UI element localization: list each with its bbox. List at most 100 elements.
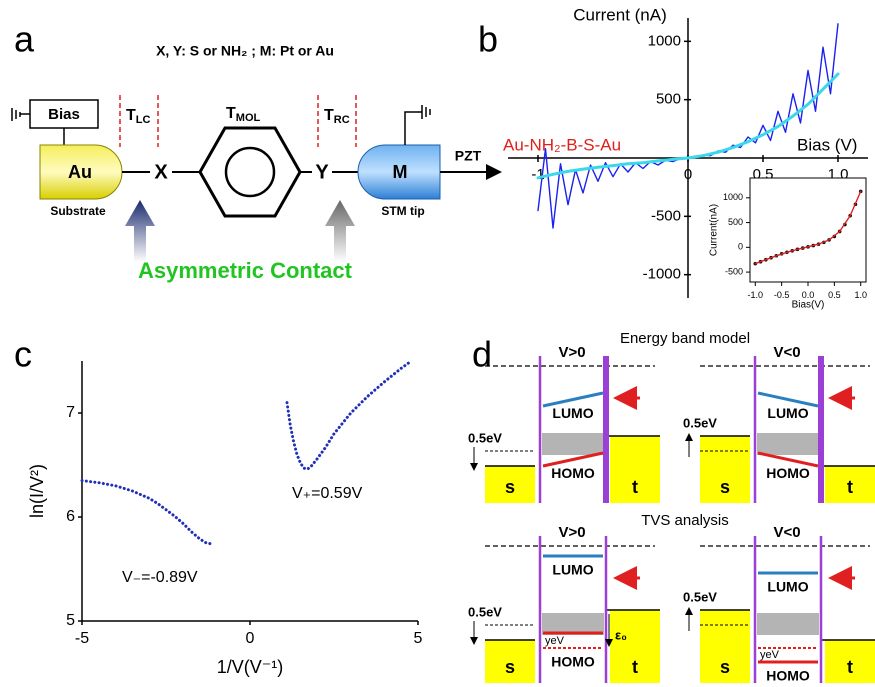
electrode-label: t — [632, 477, 638, 497]
t-mol: TMOL — [226, 105, 261, 124]
electrode — [485, 466, 535, 503]
lumo-label: LUMO — [552, 405, 593, 421]
substrate — [39, 144, 123, 200]
t-lc: TLC — [126, 107, 151, 126]
electrode — [610, 610, 660, 683]
arrow — [125, 200, 155, 262]
plot-area — [536, 23, 840, 229]
gap — [757, 433, 819, 455]
x-tick-label: 5 — [414, 630, 423, 647]
y-axis-title: Current (nA) — [573, 5, 667, 24]
lumo-label: LUMO — [552, 562, 593, 578]
bias-label: V>0 — [558, 524, 585, 541]
chart: -5 0 5 5 6 7 1/V(V⁻¹) ln(I/V²) V₋=-0.89V V₊=0.59V — [27, 359, 423, 677]
substrate-metal: Au — [68, 162, 92, 182]
gap — [542, 613, 604, 635]
x-axis-title: 1/V(V⁻¹) — [217, 657, 284, 677]
offset-label: 0.5eV — [683, 415, 717, 430]
t: T — [324, 107, 334, 124]
annotation: V₊=0.59V — [292, 485, 363, 502]
homo-level — [542, 451, 604, 468]
series-line — [80, 479, 214, 546]
homo-label: HOMO — [551, 465, 595, 481]
pzt: PZT — [455, 148, 482, 164]
x-axis-title: Bias(V) — [792, 300, 825, 311]
y-tick-label: 7 — [66, 404, 75, 421]
electrode-label: t — [632, 657, 638, 677]
tip-metal: M — [393, 162, 408, 182]
y-axis-title: ln(I/V²) — [27, 464, 47, 518]
ground-symbol — [11, 108, 30, 121]
homo-level — [757, 451, 819, 468]
inset-frame — [749, 177, 867, 283]
gap — [542, 433, 604, 455]
bias-label: V<0 — [773, 524, 800, 541]
y-tick-label: 6 — [66, 508, 75, 525]
panel-label: c — [14, 334, 32, 375]
section-title: TVS analysis — [641, 512, 729, 529]
substrate-label: Substrate — [50, 204, 106, 218]
bias-box — [29, 99, 99, 129]
y-tick-label: 0 — [738, 242, 743, 252]
plot-area — [753, 189, 863, 266]
electrode-label: s — [505, 657, 515, 677]
x-tick-label: 0.5 — [828, 290, 841, 300]
stm-tip — [357, 144, 441, 200]
offset-label: 0.5eV — [468, 430, 502, 445]
electrode — [825, 640, 875, 683]
x-tick-label: 0 — [684, 166, 692, 183]
y-axis-title: Current(nA) — [709, 204, 720, 256]
contact-bounds — [119, 95, 357, 147]
anchor-y: Y — [315, 161, 329, 183]
offset-label: 0.5eV — [468, 604, 502, 619]
homo-label: HOMO — [551, 654, 595, 670]
t-rc: TRC — [324, 107, 350, 126]
offset-label: 0.5eV — [683, 589, 717, 604]
gap — [757, 613, 819, 635]
lumo-level — [757, 391, 819, 408]
annotation: Au-NH₂-B-S-Au — [503, 135, 621, 154]
homo-label: HOMO — [766, 668, 810, 684]
x-tick-label: 1.0 — [854, 290, 867, 300]
panel-label: a — [14, 19, 35, 60]
lumo-label: LUMO — [767, 405, 808, 421]
epsilon-label: ε₀ — [615, 627, 627, 642]
electrode-label: s — [505, 477, 515, 497]
t: T — [226, 105, 236, 122]
anchor-x: X — [154, 161, 168, 183]
x-tick-label: 0.0 — [802, 290, 815, 300]
section-title: Energy band model — [620, 330, 750, 347]
panel-a: X, Y: S or NH₂ ; M: Pt or Au Bias TLC TM… — [11, 43, 502, 283]
electrode — [610, 436, 660, 503]
y-tick-label: 1000 — [723, 192, 743, 202]
series-line — [754, 190, 862, 265]
ground-symbol — [404, 105, 431, 145]
tip-label: STM tip — [381, 204, 424, 218]
electrode — [700, 436, 750, 503]
sub: MOL — [236, 112, 261, 124]
bias-label: V>0 — [558, 344, 585, 361]
sub: LC — [136, 114, 151, 126]
shift-label: yeV — [545, 635, 565, 647]
arrow — [325, 200, 355, 262]
panel-label: b — [478, 19, 498, 60]
series-line — [536, 72, 840, 180]
electrode-label: s — [720, 477, 730, 497]
x-tick-label: 0 — [246, 630, 255, 647]
y-tick-label: 500 — [728, 217, 743, 227]
homo-label: HOMO — [766, 465, 810, 481]
t: T — [126, 107, 136, 124]
band-diagram: V<0 LUMO HOMO s t 0.5eV yeV — [683, 524, 875, 684]
plot-area — [80, 359, 413, 546]
y-tick-label: 1000 — [648, 32, 681, 49]
x-tick-label: -5 — [75, 630, 89, 647]
chart: -1.0 -0.5 0.0 0.5 1.0 -500 0 500 1000 Bias(V) Curr… — [709, 177, 867, 311]
caption: Asymmetric Contact — [138, 258, 353, 283]
x-tick-label: -1.0 — [748, 290, 764, 300]
electrode-label: t — [847, 657, 853, 677]
bias-label: Bias — [48, 106, 80, 123]
lumo-label: LUMO — [767, 579, 808, 595]
band-diagram: V>0 LUMO HOMO s t 0.5eV yeV ε₀ — [468, 524, 660, 683]
